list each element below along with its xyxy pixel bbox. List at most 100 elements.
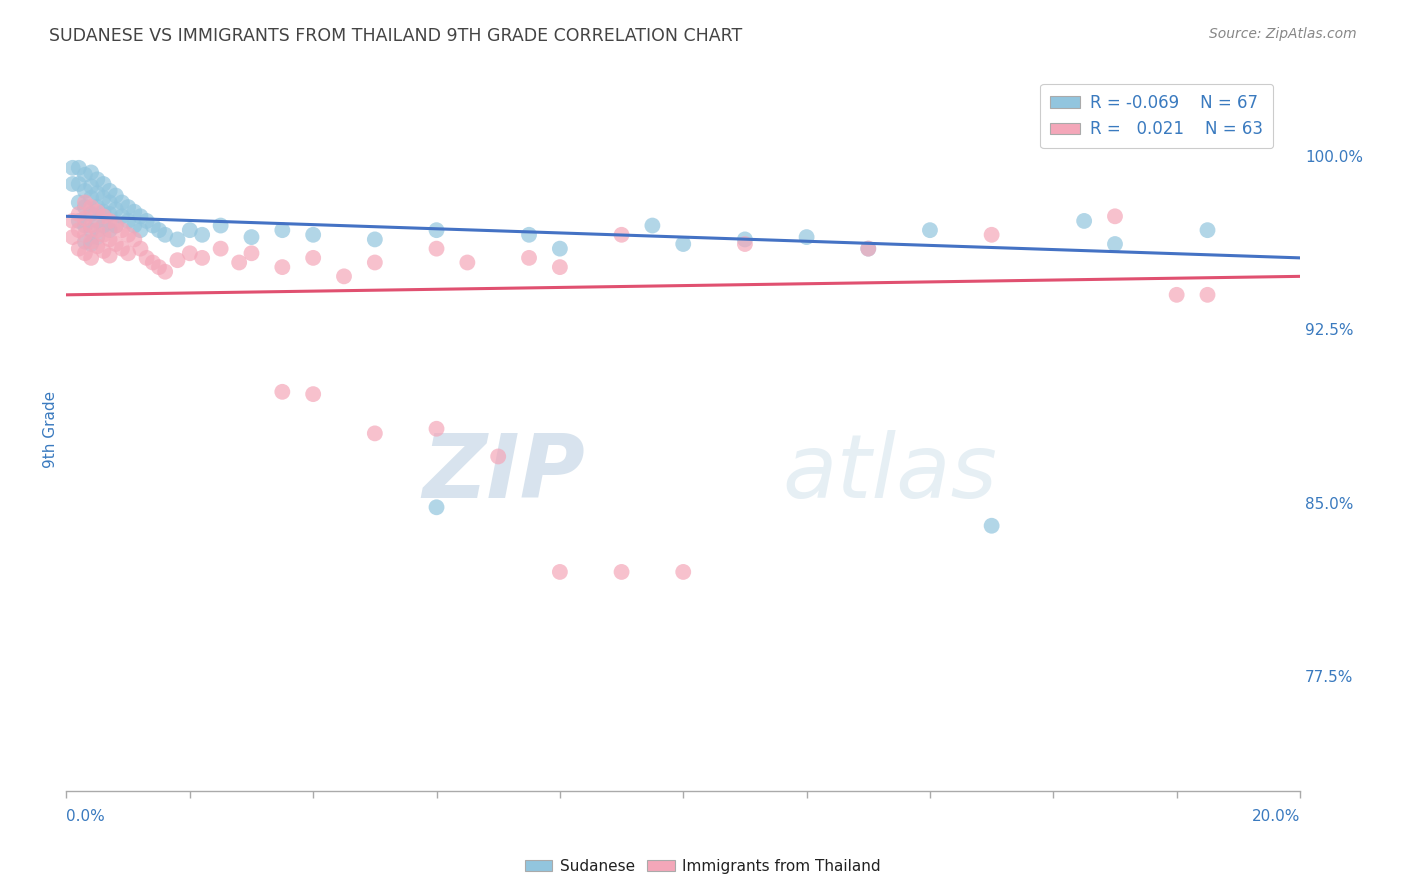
- Point: [135, 251, 157, 265]
- Point: [117, 214, 139, 228]
- Point: [98, 184, 121, 198]
- Point: [73, 200, 96, 214]
- Point: [456, 255, 478, 269]
- Point: [93, 227, 115, 242]
- Point: [240, 230, 263, 244]
- Point: [1197, 288, 1219, 302]
- Point: [67, 195, 90, 210]
- Point: [124, 219, 146, 233]
- Point: [80, 235, 103, 249]
- Point: [425, 500, 447, 515]
- Point: [1197, 223, 1219, 237]
- Point: [641, 219, 664, 233]
- Point: [135, 214, 157, 228]
- Point: [209, 242, 232, 256]
- Point: [271, 223, 294, 237]
- Point: [98, 223, 121, 237]
- Point: [98, 214, 121, 228]
- Point: [80, 200, 103, 214]
- Point: [129, 223, 152, 237]
- Point: [517, 227, 540, 242]
- Point: [734, 237, 756, 252]
- Point: [62, 161, 84, 175]
- Point: [93, 244, 115, 258]
- Point: [93, 191, 115, 205]
- Point: [918, 223, 941, 237]
- Point: [124, 204, 146, 219]
- Point: [271, 384, 294, 399]
- Point: [1104, 237, 1126, 252]
- Point: [93, 219, 115, 233]
- Point: [86, 186, 108, 201]
- Point: [980, 227, 1002, 242]
- Point: [364, 232, 387, 246]
- Point: [858, 242, 880, 256]
- Text: SUDANESE VS IMMIGRANTS FROM THAILAND 9TH GRADE CORRELATION CHART: SUDANESE VS IMMIGRANTS FROM THAILAND 9TH…: [49, 27, 742, 45]
- Point: [548, 242, 571, 256]
- Point: [166, 232, 188, 246]
- Point: [333, 269, 356, 284]
- Y-axis label: 9th Grade: 9th Grade: [44, 392, 58, 468]
- Point: [111, 195, 134, 210]
- Point: [86, 200, 108, 214]
- Point: [104, 219, 127, 233]
- Point: [980, 518, 1002, 533]
- Point: [80, 191, 103, 205]
- Point: [111, 242, 134, 256]
- Point: [98, 195, 121, 210]
- Point: [73, 219, 96, 233]
- Point: [98, 249, 121, 263]
- Point: [67, 223, 90, 237]
- Point: [548, 260, 571, 274]
- Point: [672, 565, 695, 579]
- Point: [86, 172, 108, 186]
- Point: [93, 204, 115, 219]
- Point: [67, 242, 90, 256]
- Point: [111, 210, 134, 224]
- Point: [80, 179, 103, 194]
- Point: [191, 251, 214, 265]
- Point: [86, 214, 108, 228]
- Point: [486, 450, 509, 464]
- Point: [179, 223, 201, 237]
- Point: [67, 161, 90, 175]
- Text: ZIP: ZIP: [422, 430, 585, 516]
- Point: [117, 200, 139, 214]
- Point: [364, 255, 387, 269]
- Point: [86, 223, 108, 237]
- Point: [1104, 210, 1126, 224]
- Point: [86, 239, 108, 253]
- Point: [153, 265, 176, 279]
- Point: [98, 207, 121, 221]
- Point: [98, 232, 121, 246]
- Text: 20.0%: 20.0%: [1251, 809, 1301, 824]
- Point: [610, 565, 633, 579]
- Point: [80, 165, 103, 179]
- Point: [240, 246, 263, 260]
- Point: [517, 251, 540, 265]
- Text: 0.0%: 0.0%: [66, 809, 105, 824]
- Point: [148, 260, 170, 274]
- Point: [796, 230, 818, 244]
- Text: atlas: atlas: [782, 430, 997, 516]
- Point: [111, 223, 134, 237]
- Point: [73, 227, 96, 242]
- Point: [62, 230, 84, 244]
- Point: [73, 184, 96, 198]
- Point: [302, 227, 325, 242]
- Point: [129, 210, 152, 224]
- Legend: Sudanese, Immigrants from Thailand: Sudanese, Immigrants from Thailand: [519, 853, 887, 880]
- Point: [191, 227, 214, 242]
- Point: [73, 246, 96, 260]
- Point: [124, 232, 146, 246]
- Point: [548, 565, 571, 579]
- Point: [228, 255, 250, 269]
- Point: [73, 195, 96, 210]
- Point: [62, 177, 84, 191]
- Point: [73, 168, 96, 182]
- Point: [104, 188, 127, 202]
- Point: [142, 219, 165, 233]
- Point: [610, 227, 633, 242]
- Point: [142, 255, 165, 269]
- Point: [858, 242, 880, 256]
